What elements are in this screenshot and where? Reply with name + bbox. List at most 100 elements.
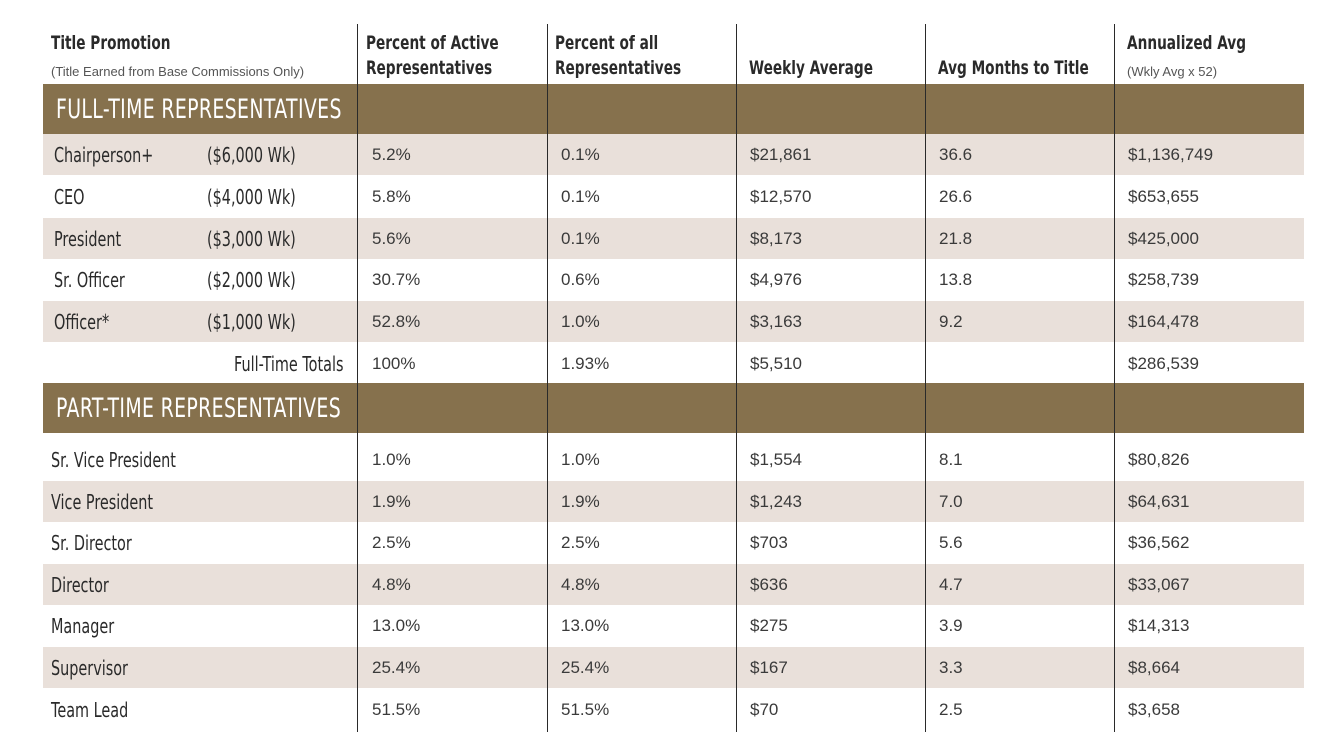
cell-annual: $80,826 <box>1128 450 1190 469</box>
table-row: Supervisor 25.4% 25.4% $167 3.3 $8,664 <box>43 647 1304 688</box>
cell-pct-active: 5.8% <box>372 186 411 206</box>
table-row: Vice President 1.9% 1.9% $1,243 7.0 $64,631 <box>43 480 1304 522</box>
cell-weekly: $3,163 <box>750 312 802 332</box>
cell-months: 21.8 <box>939 228 973 248</box>
row-title: Sr. Vice President <box>51 448 176 472</box>
column-divider <box>736 24 737 732</box>
cell-months: 5.6 <box>939 533 963 553</box>
cell-pct-all: 4.8% <box>561 574 600 594</box>
cell-weekly: $5,510 <box>750 354 802 373</box>
cell-months: 3.9 <box>939 616 963 636</box>
header-title-promotion: Title Promotion <box>51 32 171 54</box>
cell-pct-all: 13.0% <box>561 616 610 636</box>
cell-weekly: $703 <box>750 533 788 553</box>
cell-annual: $1,136,749 <box>1128 145 1214 164</box>
header-title-promotion-sub: (Title Earned from Base Commissions Only… <box>51 64 305 79</box>
cell-weekly: $275 <box>750 616 788 636</box>
row-title: Supervisor <box>51 656 128 680</box>
table-row: Sr. Vice President 1.0% 1.0% $1,554 8.1 $80,8… <box>43 439 1304 480</box>
header-avg-months: Avg Months to Title <box>938 57 1089 79</box>
section-band-part-time: PART-TIME REPRESENTATIVES <box>43 383 1304 433</box>
cell-months: 2.5 <box>939 699 963 719</box>
row-threshold: ($3,000 Wk) <box>207 226 296 251</box>
cell-weekly: $8,173 <box>750 228 802 248</box>
header-annualized-avg: Annualized Avg <box>1127 32 1247 54</box>
cell-pct-all: 2.5% <box>561 533 600 553</box>
table-row: CEO ($4,000 Wk) 5.8% 0.1% $12,570 26.6 $653,65… <box>43 176 1304 217</box>
cell-pct-active: 5.2% <box>372 145 411 164</box>
totals-label: Full-Time Totals <box>234 352 344 376</box>
cell-annual: $425,000 <box>1128 228 1199 248</box>
cell-pct-active: 1.0% <box>372 450 411 469</box>
cell-pct-active: 13.0% <box>372 616 421 636</box>
cell-annual: $286,539 <box>1128 354 1199 373</box>
cell-pct-all: 1.93% <box>561 354 610 373</box>
cell-months: 3.3 <box>939 658 963 677</box>
cell-annual: $8,664 <box>1128 658 1180 677</box>
column-divider <box>547 24 548 732</box>
cell-annual: $36,562 <box>1128 533 1190 553</box>
cell-months: 7.0 <box>939 491 963 511</box>
row-title: Chairperson+ <box>54 143 154 167</box>
row-title: Vice President <box>51 489 154 514</box>
cell-annual: $33,067 <box>1128 574 1190 594</box>
cell-weekly: $1,554 <box>750 450 802 469</box>
row-title: CEO <box>54 184 85 209</box>
column-divider <box>357 24 358 732</box>
cell-weekly: $21,861 <box>750 145 812 164</box>
cell-pct-active: 2.5% <box>372 533 411 553</box>
cell-pct-all: 0.1% <box>561 145 600 164</box>
row-threshold: ($2,000 Wk) <box>207 268 296 293</box>
cell-weekly: $636 <box>750 574 788 594</box>
table-row: Manager 13.0% 13.0% $275 3.9 $14,313 <box>43 605 1304 646</box>
row-title: President <box>54 226 122 251</box>
cell-annual: $14,313 <box>1128 616 1190 636</box>
section-title-part-time: PART-TIME REPRESENTATIVES <box>56 393 342 424</box>
column-divider <box>1114 24 1115 732</box>
cell-weekly: $1,243 <box>750 491 802 511</box>
cell-weekly: $4,976 <box>750 270 802 290</box>
cell-annual: $3,658 <box>1128 699 1180 719</box>
cell-pct-active: 4.8% <box>372 574 411 594</box>
table-row: Sr. Director 2.5% 2.5% $703 5.6 $36,562 <box>43 522 1304 563</box>
cell-months: 36.6 <box>939 145 973 164</box>
header-pct-active-line2: Representatives <box>366 57 493 79</box>
header-pct-all-line2: Representatives <box>555 57 682 79</box>
cell-pct-active: 30.7% <box>372 270 421 290</box>
cell-weekly: $12,570 <box>750 186 812 206</box>
section-title-full-time: FULL-TIME REPRESENTATIVES <box>56 94 342 125</box>
cell-pct-all: 1.0% <box>561 312 600 332</box>
table-row: Chairperson+ ($6,000 Wk) 5.2% 0.1% $21,861 36… <box>43 134 1304 175</box>
cell-pct-all: 0.1% <box>561 186 600 206</box>
row-threshold: ($6,000 Wk) <box>207 143 296 167</box>
cell-months: 9.2 <box>939 312 963 332</box>
cell-pct-all: 25.4% <box>561 658 610 677</box>
row-title: Officer* <box>54 310 110 335</box>
cell-weekly: $167 <box>750 658 788 677</box>
row-threshold: ($4,000 Wk) <box>207 184 296 209</box>
cell-pct-all: 0.6% <box>561 270 600 290</box>
cell-months: 4.7 <box>939 574 963 594</box>
cell-months: 8.1 <box>939 450 963 469</box>
cell-annual: $64,631 <box>1128 491 1190 511</box>
cell-pct-active: 51.5% <box>372 699 421 719</box>
row-title: Manager <box>51 614 115 639</box>
header-pct-active-line1: Percent of Active <box>366 32 499 54</box>
row-title: Director <box>51 572 109 597</box>
header-pct-all-line1: Percent of all <box>555 32 659 54</box>
cell-pct-active: 100% <box>372 354 416 373</box>
table-row: Sr. Officer ($2,000 Wk) 30.7% 0.6% $4,976 13.… <box>43 259 1304 300</box>
table-row: Officer* ($1,000 Wk) 52.8% 1.0% $3,163 9.2 $16… <box>43 301 1304 343</box>
cell-pct-all: 51.5% <box>561 699 610 719</box>
cell-months: 26.6 <box>939 186 973 206</box>
totals-row: Full-Time Totals 100% 1.93% $5,510 $286,539 <box>43 343 1304 384</box>
row-title: Team Lead <box>51 697 129 722</box>
cell-pct-all: 1.0% <box>561 450 600 469</box>
cell-pct-active: 52.8% <box>372 312 421 332</box>
cell-pct-active: 25.4% <box>372 658 421 677</box>
row-title: Sr. Officer <box>54 268 125 293</box>
cell-weekly: $70 <box>750 699 779 719</box>
header-weekly-average: Weekly Average <box>749 57 873 79</box>
cell-pct-active: 1.9% <box>372 491 411 511</box>
cell-pct-active: 5.6% <box>372 228 411 248</box>
